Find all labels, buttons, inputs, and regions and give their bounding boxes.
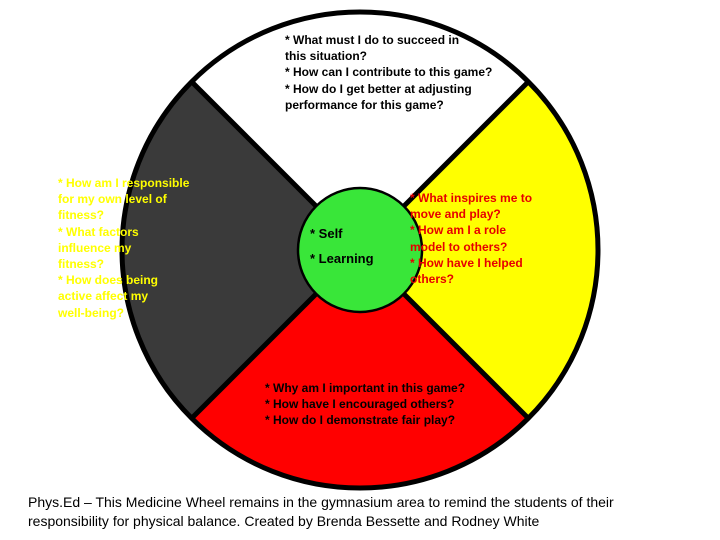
quadrant-right-text: * What inspires me to move and play? * H…: [410, 190, 590, 287]
line: * How have I encouraged others?: [265, 396, 525, 412]
quadrant-top-text: * What must I do to succeed in this situ…: [285, 32, 515, 113]
line: * What inspires me to: [410, 190, 590, 206]
line: model to others?: [410, 239, 590, 255]
quadrant-left-text: * How am I responsible for my own level …: [58, 175, 248, 321]
medicine-wheel: * What must I do to succeed in this situ…: [100, 0, 620, 500]
line: * Why am I important in this game?: [265, 380, 525, 396]
line: * Learning: [310, 247, 410, 272]
line: * How am I responsible: [58, 175, 248, 191]
line: active affect my: [58, 288, 248, 304]
line: * How does being: [58, 272, 248, 288]
line: performance for this game?: [285, 97, 515, 113]
line: * What factors: [58, 224, 248, 240]
line: fitness?: [58, 256, 248, 272]
caption: Phys.Ed – This Medicine Wheel remains in…: [28, 493, 692, 531]
center-text: * Self * Learning: [310, 222, 410, 271]
line: others?: [410, 271, 590, 287]
line: well-being?: [58, 305, 248, 321]
line: * How have I helped: [410, 255, 590, 271]
line: move and play?: [410, 206, 590, 222]
line: for my own level of: [58, 191, 248, 207]
line: * Self: [310, 222, 410, 247]
line: * How do I demonstrate fair play?: [265, 412, 525, 428]
line: * How do I get better at adjusting: [285, 81, 515, 97]
line: * How am I a role: [410, 222, 590, 238]
line: * What must I do to succeed in: [285, 32, 515, 48]
line: influence my: [58, 240, 248, 256]
line: * How can I contribute to this game?: [285, 64, 515, 80]
line: fitness?: [58, 207, 248, 223]
line: this situation?: [285, 48, 515, 64]
quadrant-bottom-text: * Why am I important in this game? * How…: [265, 380, 525, 429]
